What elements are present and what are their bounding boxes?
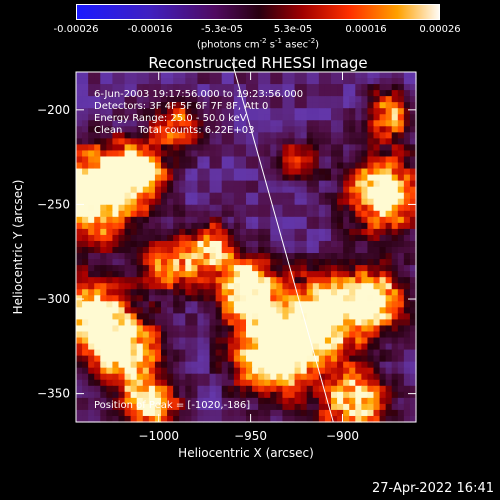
annotation-peak: Position of Peak = [-1020,-186] xyxy=(94,400,250,411)
x-tick-label: −1000 xyxy=(138,429,179,443)
annotations: 6-Jun-2003 19:17:56.000 to 19:23:56.000 … xyxy=(94,89,303,411)
colorbar-tick: -0.00016 xyxy=(127,24,173,35)
x-tick-label: −900 xyxy=(326,429,359,443)
axis-ticks: −1000 −950 −900 −200 −250 −300 −350 xyxy=(37,72,416,443)
annotation-time: 6-Jun-2003 19:17:56.000 to 19:23:56.000 xyxy=(94,89,303,100)
annotation-counts: Clean Total counts: 6.22E+03 xyxy=(94,125,254,136)
colorbar-tick: 5.3e-05 xyxy=(273,24,313,35)
colorbar-panel: -0.00026 -0.00016 -5.3e-05 5.3e-05 0.000… xyxy=(0,0,500,60)
y-tick-label: −350 xyxy=(37,387,70,401)
colorbar xyxy=(76,4,440,20)
timestamp: 27-Apr-2022 16:41 xyxy=(372,481,494,496)
colorbar-tick: 0.00026 xyxy=(419,24,461,35)
solar-limb-line xyxy=(231,62,334,423)
y-axis-label: Heliocentric Y (arcsec) xyxy=(11,180,25,315)
heatmap-image xyxy=(76,72,417,423)
plot-frame xyxy=(75,71,417,423)
y-tick-label: −200 xyxy=(37,103,70,117)
colorbar-tick: -5.3e-05 xyxy=(201,24,243,35)
annotation-detectors: Detectors: 3F 4F 5F 6F 7F 8F, Att 0 xyxy=(94,101,268,112)
x-tick-label: −950 xyxy=(234,429,267,443)
y-tick-label: −250 xyxy=(37,197,70,211)
colorbar-tick: 0.00016 xyxy=(345,24,387,35)
colorbar-tick: -0.00026 xyxy=(53,24,99,35)
colorbar-units: (photons cm-2 s-1 asec-2) xyxy=(196,37,320,51)
x-axis-label: Heliocentric X (arcsec) xyxy=(178,446,314,460)
chart-title: Reconstructed RHESSI Image xyxy=(148,54,368,72)
annotation-energy: Energy Range: 25.0 - 50.0 keV xyxy=(94,113,247,124)
y-tick-label: −300 xyxy=(37,292,70,306)
